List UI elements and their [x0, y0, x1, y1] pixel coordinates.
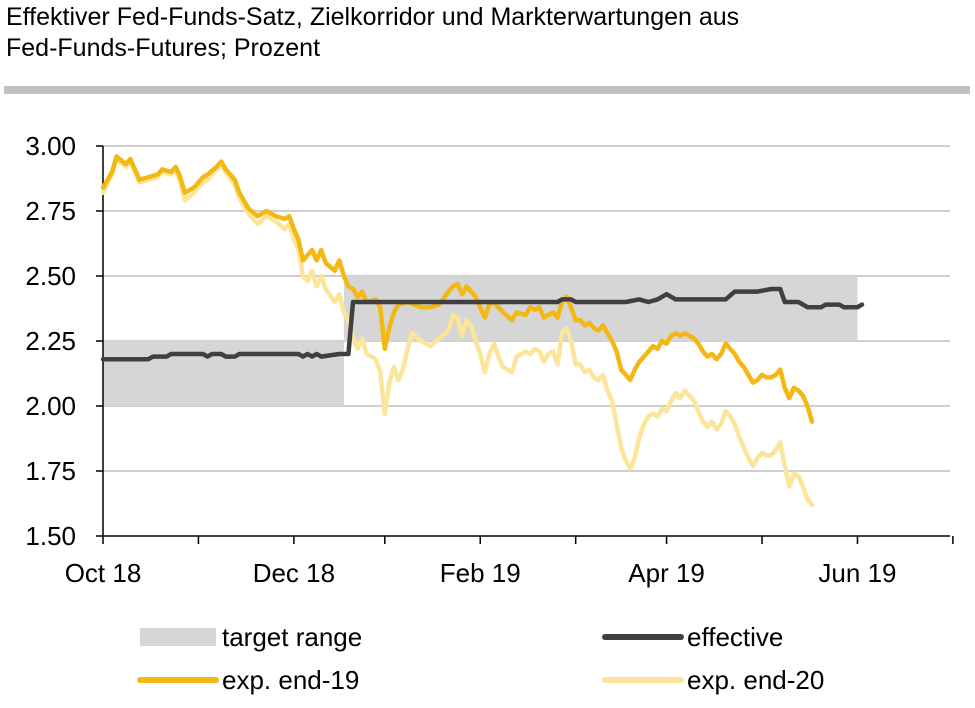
- y-tick-label: 1.75: [25, 456, 76, 486]
- series-effective: [100, 286, 865, 362]
- chart-title: Effektiver Fed-Funds-Satz, Zielkorridor …: [6, 2, 966, 64]
- chart-title-line2: Fed-Funds-Futures; Prozent: [6, 34, 321, 62]
- x-tick-label: Oct 18: [65, 558, 142, 588]
- title-divider: [4, 86, 970, 94]
- legend: target range effective exp. end-19 exp. end…: [137, 622, 824, 695]
- legend-target-range-swatch: [140, 628, 216, 646]
- target-range-segment-0: [103, 341, 344, 406]
- y-tick-label: 2.25: [25, 326, 76, 356]
- tick-labels: 3.00 2.75 2.50 2.25 2.00 1.75 1.50 Oct 18 Dec 18…: [25, 131, 896, 588]
- y-tick-label: 1.50: [25, 521, 76, 551]
- x-tick-label: Apr 19: [628, 558, 705, 588]
- y-tick-label: 2.50: [25, 261, 76, 291]
- series-exp-end-19: [100, 154, 815, 424]
- x-tick-label: Jun 19: [818, 558, 896, 588]
- y-tick-label: 2.75: [25, 196, 76, 226]
- legend-effective-label: effective: [687, 622, 783, 652]
- legend-exp-end-19-label: exp. end-19: [222, 665, 359, 695]
- y-tick-label: 3.00: [25, 131, 76, 161]
- x-tick-label: Dec 18: [253, 558, 335, 588]
- legend-target-range-label: target range: [222, 622, 362, 652]
- series-exp-end-20: [100, 156, 815, 508]
- target-range-band: [103, 276, 858, 406]
- legend-exp-end-20-label: exp. end-20: [687, 665, 824, 695]
- axes: [96, 145, 954, 544]
- chart-title-line1: Effektiver Fed-Funds-Satz, Zielkorridor …: [6, 3, 740, 31]
- x-tick-label: Feb 19: [440, 558, 521, 588]
- series-lines: [100, 154, 865, 508]
- y-tick-label: 2.00: [25, 391, 76, 421]
